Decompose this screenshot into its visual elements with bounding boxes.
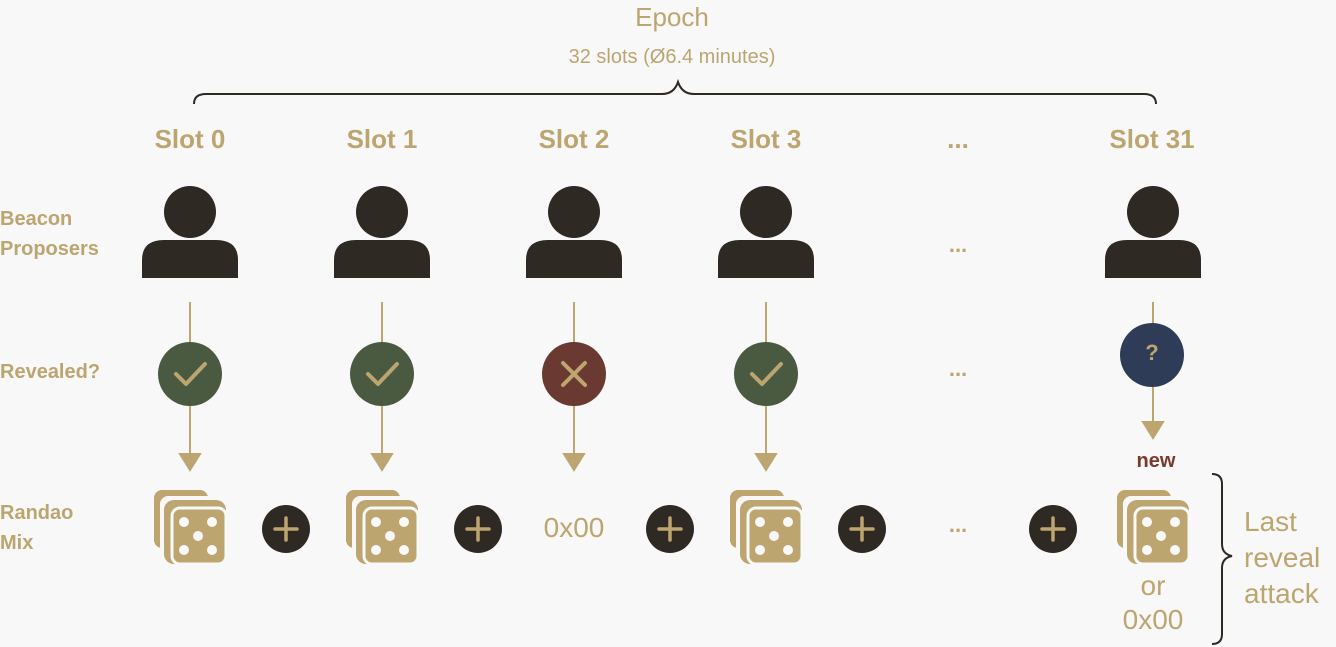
plus-icon [836,503,888,555]
epoch-brace [193,78,1157,105]
row-label-randao: Randao Mix [0,502,74,554]
row-label-proposers: Beacon Proposers [0,208,99,260]
epoch-subtitle: 32 slots (Ø6.4 minutes) [568,46,776,68]
person-icon [526,186,622,278]
dice-icon [152,488,228,566]
dice-icon [1115,488,1191,566]
plus-icon [1027,503,1079,555]
slot-label: Slot 1 [346,124,418,154]
ellipsis: ... [948,232,968,257]
plus-icon [452,503,504,555]
plus-icon [644,503,696,555]
attack-bracket [1211,473,1233,645]
slot-label: Slot 31 [1109,124,1195,154]
or-label: or [1140,570,1166,601]
arrows [178,302,1165,472]
slot-label: Slot 0 [154,124,226,154]
empty-mix-value: 0x00 [543,512,605,543]
person-icon [718,186,814,278]
row-label-revealed: Revealed? [0,361,101,383]
question-icon [1120,323,1184,387]
check-icon [734,342,798,406]
dice-icon [728,488,804,566]
slot-label: Slot 2 [538,124,610,154]
plus-icon [260,503,312,555]
dice-icon [344,488,420,566]
slot-ellipsis: ... [947,124,969,154]
person-icon [1105,186,1201,278]
last-empty-mix-value: 0x00 [1122,604,1184,635]
person-icon [142,186,238,278]
ellipsis: ... [948,356,968,381]
check-icon [350,342,414,406]
ellipsis: ... [948,512,968,537]
check-icon [158,342,222,406]
person-icon [334,186,430,278]
epoch-title: Epoch [635,2,709,32]
attack-label: Last reveal attack [1244,506,1321,609]
new-label: new [1136,450,1176,472]
slot-label: Slot 3 [730,124,802,154]
cross-icon [542,342,606,406]
question-symbol: ? [1145,340,1159,365]
